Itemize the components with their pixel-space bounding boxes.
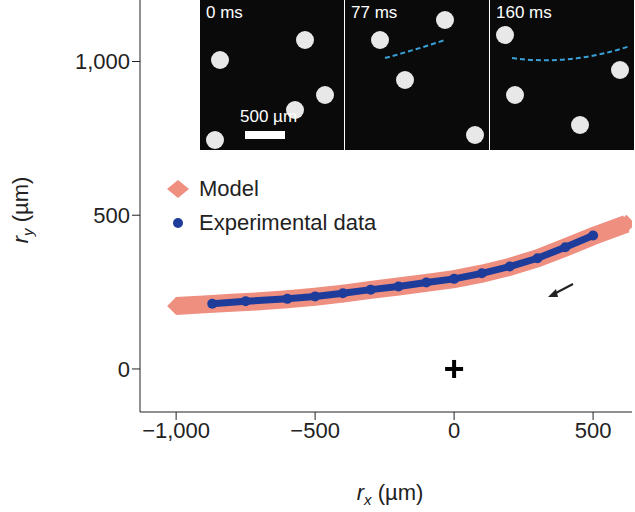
svg-text:ry (µm): ry (µm) [8,177,36,244]
svg-text:77 ms: 77 ms [351,3,397,22]
svg-text:−500: −500 [290,418,340,443]
svg-text:1,000: 1,000 [75,49,130,74]
html-text:Model: Model [199,176,259,201]
html-text:Experimental data: Experimental data [199,210,377,235]
svg-text:0 ms: 0 ms [206,3,243,22]
svg-text:500 µm: 500 µm [240,107,297,126]
svg-text:160 ms: 160 ms [496,3,552,22]
svg-text:0: 0 [118,357,130,382]
svg-text:0: 0 [448,418,460,443]
svg-text:500: 500 [575,418,612,443]
svg-text:rx (µm): rx (µm) [357,480,424,508]
svg-text:−1,000: −1,000 [142,418,210,443]
svg-text:500: 500 [93,203,130,228]
